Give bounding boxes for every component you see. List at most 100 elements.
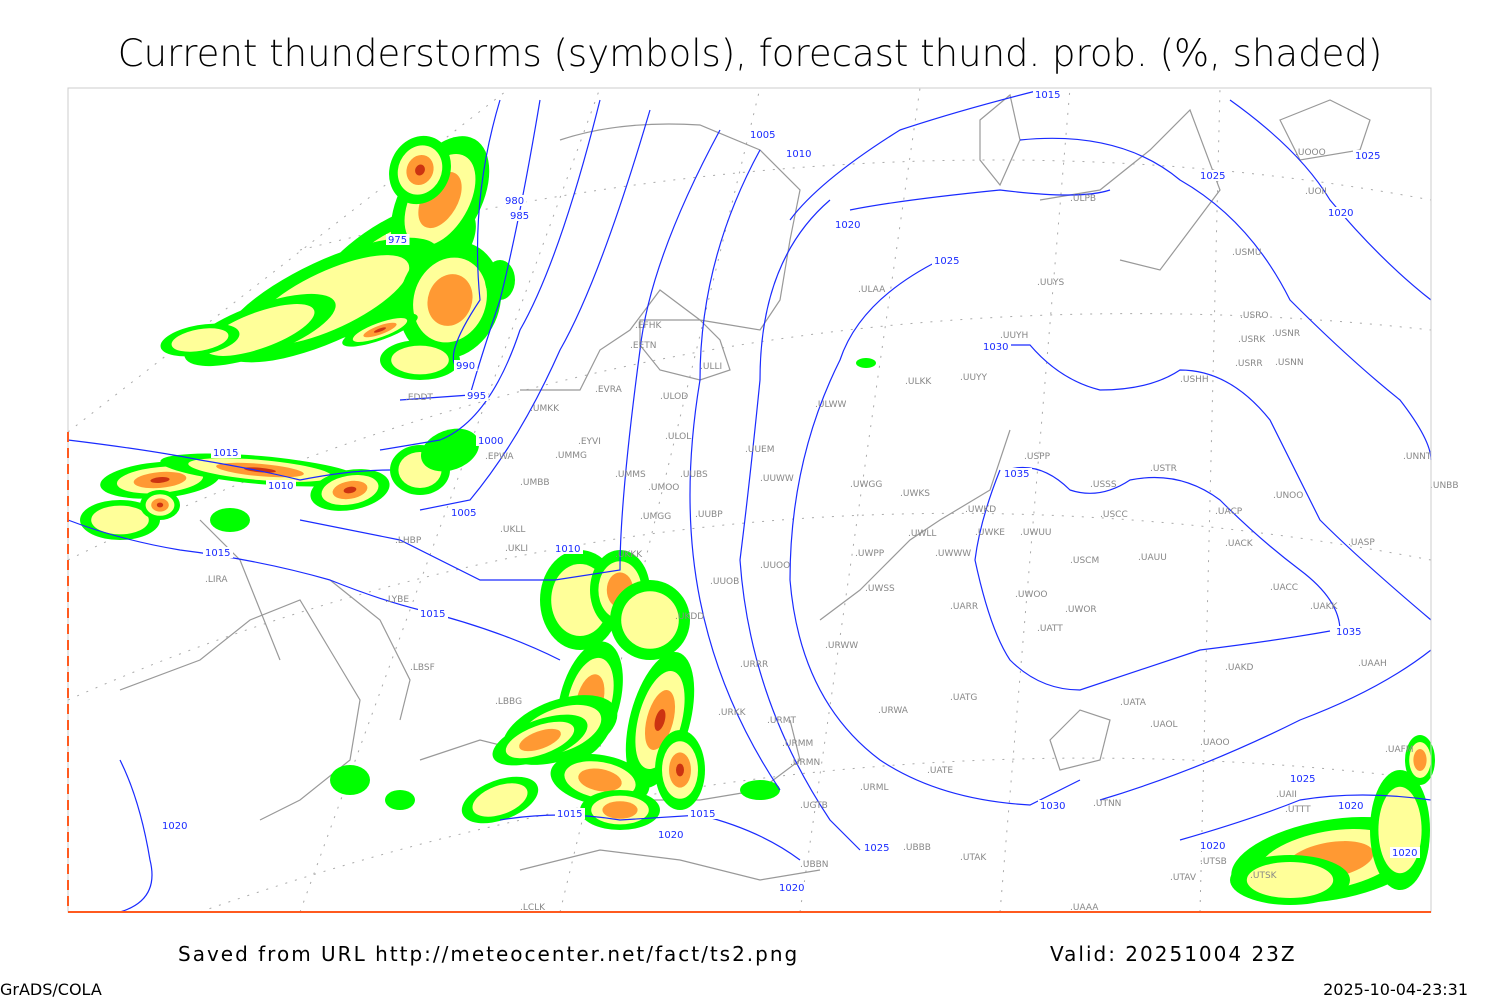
probability-area-level-1 [856,358,876,368]
isobar-label-background [932,255,962,266]
isobar-label-background [503,195,527,206]
probability-area-level-3 [602,801,638,819]
station-label: .UWGG [850,480,882,490]
station-label: .ULPB [1070,194,1096,204]
probability-area-level-2 [171,328,229,352]
probability-area-level-2 [621,591,679,649]
isobar-label: 1020 [1200,841,1225,852]
station-label: .USMU [1232,248,1262,258]
isobar-label-background [555,808,585,819]
station-label: .EPWA [485,452,514,462]
isobar-label-background [1390,847,1420,858]
isobar-label: 1005 [451,508,476,519]
isobar-label-background [160,820,190,831]
isobar-label-background [465,390,489,401]
probability-area-level-1 [420,428,480,472]
station-label: .UUOO [760,561,790,571]
isobar-label-background [1288,773,1318,784]
isobar-label-background [1326,207,1356,218]
station-label: .USNR [1272,329,1300,339]
station-label: .UARR [950,602,978,612]
station-label: .UWOR [1065,605,1097,615]
isobar-label: 1020 [162,821,187,832]
station-label: .UBBN [800,860,829,870]
station-label: .USPP [1024,452,1051,462]
isobar-label: 1010 [555,544,580,555]
station-label: .UAKK [1310,602,1339,612]
station-label: .UMOO [648,483,679,493]
isobar-label-background [1336,800,1366,811]
station-label: .URMM [782,739,813,749]
station-label: .UMKK [530,404,560,414]
station-label: .UTSB [1200,857,1227,867]
station-label: .UWKD [965,505,996,515]
isobars [67,89,1432,913]
probability-area-level-3 [519,728,561,752]
station-label: .ULLI [700,362,722,372]
station-label: .UOOO [1295,148,1326,158]
station-label: .UWWW [935,549,971,559]
station-label: .USRK [1238,335,1266,345]
station-label: .ULWW [815,400,847,410]
station-label: .USSS [1090,480,1117,490]
isobar-label: 1020 [1328,208,1353,219]
isobar-label-background [656,829,686,840]
station-label: .UUBP [695,510,723,520]
station-label: .URWA [878,706,909,716]
station-label: .UTTT [1285,805,1311,815]
station-label: .UKKK [615,550,643,560]
software-label: GrADS/COLA [0,980,102,999]
station-label: .UAKD [1225,663,1254,673]
station-label: .UBBB [903,843,931,853]
station-label: .UNBB [1430,481,1459,491]
isobar-label-background [784,148,814,159]
isobar-label: 1020 [1392,848,1417,859]
station-label: .EYVI [578,437,601,447]
station-label: .USNN [1275,358,1304,368]
isobar-label: 1015 [205,548,230,559]
station-label: .URKK [718,708,747,718]
isobar-label-background [748,129,778,140]
isobar-label-background [1033,89,1063,100]
probability-area-level-3 [427,274,473,326]
probability-area-level-4 [654,709,666,731]
station-label: .LCLK [520,903,546,913]
station-label: .UUBS [680,470,708,480]
isobar-label: 1015 [557,809,582,820]
station-label: .EETN [630,341,656,351]
station-label: .LYBE [385,595,409,605]
station-label: .UKLI [505,544,528,554]
isobar-label: 1005 [750,130,775,141]
probability-area-level-2 [391,345,449,375]
isobar-label-background [833,219,863,230]
isobar-label: 1025 [1200,171,1225,182]
station-label: .UUWW [760,474,794,484]
isobar-label: 990 [456,361,475,372]
station-label: .ULOD [660,392,688,402]
station-label: .UUEM [745,445,775,455]
map-title: Current thunderstorms (symbols), forecas… [117,32,1383,75]
station-label: .UAFM [1385,745,1414,755]
isobar-label-background [862,842,892,853]
station-label: .UTNN [1093,799,1121,809]
station-label: .UASP [1348,538,1375,548]
render-timestamp: 2025-10-04-23:31 [1323,980,1468,999]
probability-area-level-2 [1378,786,1422,874]
isobar-label-background [1353,150,1383,161]
isobar-label-background [386,234,410,245]
probability-area-level-4 [150,477,170,483]
station-label: .ULKK [905,377,932,387]
station-label: .EFHK [635,321,662,331]
isobar-label: 1020 [779,883,804,894]
station-label: .EVRA [595,385,623,395]
station-label: .USRO [1240,311,1269,321]
station-label: .UAAH [1358,659,1387,669]
station-label: .USCC [1100,510,1128,520]
isobar-labels: 1015 1005 1010 1020 1025 1030 1035 1035 1030 1025… [160,89,1420,894]
isobar-label: 1015 [1035,90,1060,101]
station-label: .EDDT [405,393,433,403]
station-label: .UMGG [640,512,671,522]
isobar-label-background [211,447,241,458]
station-label: .UMMG [555,451,587,461]
isobar-label-background [777,882,807,893]
